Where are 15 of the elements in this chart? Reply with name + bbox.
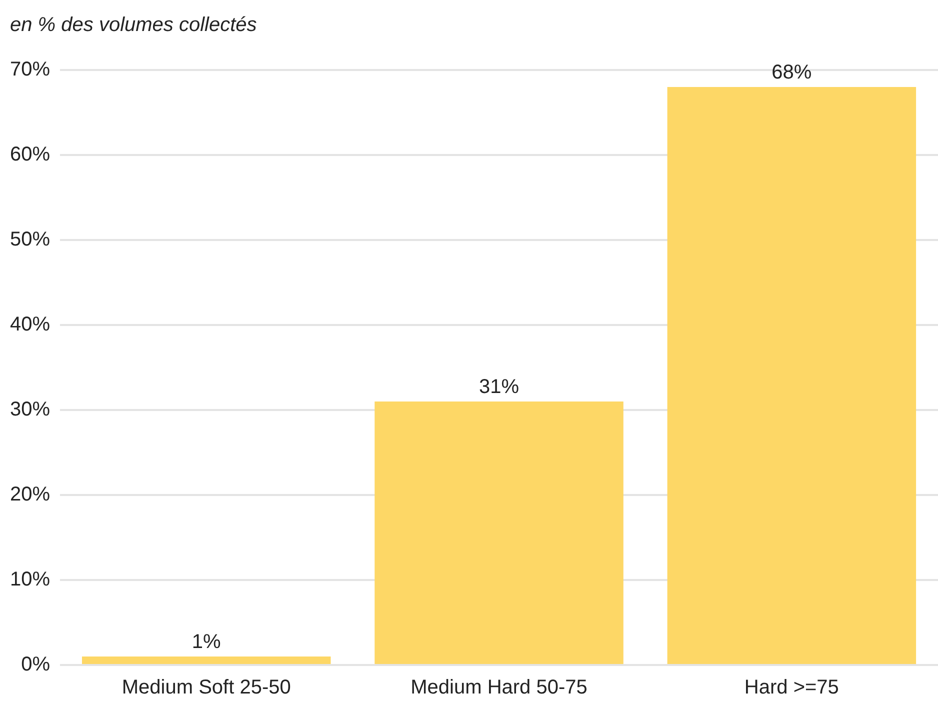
x-tick-label: Medium Hard 50-75 xyxy=(410,676,588,699)
y-axis-title: en % des volumes collectés xyxy=(10,14,257,37)
y-tick-label: 30% xyxy=(10,398,50,421)
y-tick-label: 60% xyxy=(10,144,50,166)
data-label: 31% xyxy=(479,376,520,398)
data-label: 68% xyxy=(772,62,812,84)
y-tick-label: 0% xyxy=(21,654,50,676)
x-tick-label: Medium Soft 25-50 xyxy=(122,676,291,699)
data-label: 1% xyxy=(192,631,222,654)
y-tick-label: 10% xyxy=(10,568,50,591)
y-tick-label: 40% xyxy=(10,314,50,336)
x-tick-label: Hard >=75 xyxy=(744,676,839,699)
y-tick-label: 20% xyxy=(10,484,50,506)
y-tick-label: 50% xyxy=(10,228,50,251)
y-tick-label: 70% xyxy=(10,58,50,81)
